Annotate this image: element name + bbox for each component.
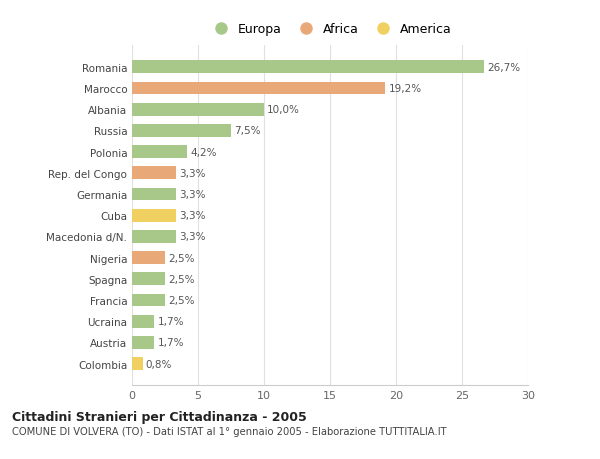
Legend: Europa, Africa, America: Europa, Africa, America — [203, 18, 457, 41]
Text: 3,3%: 3,3% — [179, 190, 205, 200]
Bar — [132, 315, 154, 328]
Text: 4,2%: 4,2% — [191, 147, 217, 157]
Bar — [132, 273, 165, 285]
Text: 7,5%: 7,5% — [235, 126, 261, 136]
Text: Cittadini Stranieri per Cittadinanza - 2005: Cittadini Stranieri per Cittadinanza - 2… — [12, 410, 307, 423]
Text: 2,5%: 2,5% — [168, 253, 195, 263]
Bar — [132, 104, 264, 116]
Text: COMUNE DI VOLVERA (TO) - Dati ISTAT al 1° gennaio 2005 - Elaborazione TUTTITALIA: COMUNE DI VOLVERA (TO) - Dati ISTAT al 1… — [12, 426, 446, 436]
Bar — [132, 294, 165, 307]
Bar — [132, 209, 176, 222]
Text: 3,3%: 3,3% — [179, 232, 205, 242]
Bar — [132, 336, 154, 349]
Bar — [132, 167, 176, 180]
Text: 26,7%: 26,7% — [488, 63, 521, 73]
Bar — [132, 125, 231, 138]
Bar — [132, 252, 165, 264]
Bar — [132, 62, 484, 74]
Bar — [132, 83, 385, 95]
Bar — [132, 146, 187, 159]
Bar — [132, 188, 176, 201]
Bar — [132, 358, 143, 370]
Text: 19,2%: 19,2% — [389, 84, 422, 94]
Text: 0,8%: 0,8% — [146, 359, 172, 369]
Text: 3,3%: 3,3% — [179, 211, 205, 221]
Text: 3,3%: 3,3% — [179, 168, 205, 179]
Text: 2,5%: 2,5% — [168, 295, 195, 305]
Text: 10,0%: 10,0% — [267, 105, 300, 115]
Text: 1,7%: 1,7% — [158, 317, 184, 326]
Bar — [132, 230, 176, 243]
Text: 1,7%: 1,7% — [158, 338, 184, 347]
Text: 2,5%: 2,5% — [168, 274, 195, 284]
